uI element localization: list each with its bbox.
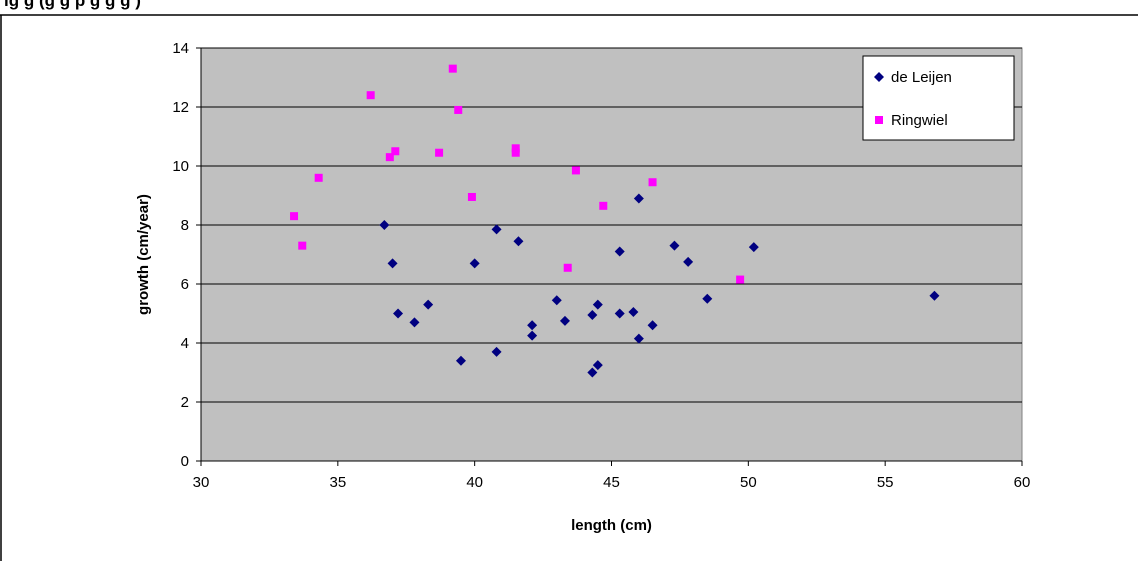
point-series-0-15 (587, 367, 598, 378)
point-series-0-4 (423, 299, 434, 310)
axes (196, 47, 1023, 466)
series-0 (379, 193, 940, 378)
point-series-0-5 (455, 355, 466, 366)
x-tick-label-55: 55 (877, 474, 894, 491)
point-series-0-24 (669, 240, 680, 251)
legend-box (862, 55, 1015, 141)
point-series-1-9 (467, 192, 476, 201)
point-series-1-3 (366, 91, 375, 100)
point-series-0-28 (929, 290, 940, 301)
point-series-1-4 (385, 153, 394, 162)
series-1 (290, 64, 745, 284)
point-series-0-9 (513, 236, 524, 247)
legend-marker-0 (874, 72, 884, 82)
point-series-0-21 (633, 193, 644, 204)
point-series-0-7 (491, 224, 502, 235)
y-tick-label-8: 8 (181, 217, 189, 234)
point-series-1-10 (511, 144, 520, 153)
point-series-0-17 (592, 360, 603, 371)
point-series-0-3 (409, 317, 420, 328)
y-tick-label-2: 2 (181, 394, 189, 411)
point-series-1-7 (448, 64, 457, 73)
legend-label-1: Ringwiel (891, 112, 948, 129)
point-series-1-16 (736, 275, 745, 284)
point-series-1-8 (454, 105, 463, 114)
point-series-0-22 (633, 333, 644, 344)
point-series-0-18 (614, 246, 625, 257)
point-series-0-26 (702, 293, 713, 304)
legend-marker-1 (875, 116, 883, 124)
x-axis-title: length (cm) (571, 517, 652, 534)
point-series-1-15 (648, 178, 657, 187)
point-series-1-14 (599, 201, 608, 210)
point-series-0-13 (559, 315, 570, 326)
y-axis-title: growth (cm/year) (135, 194, 152, 315)
point-series-0-23 (647, 320, 658, 331)
point-series-0-12 (551, 295, 562, 306)
tick-labels: 30 35 40 45 50 55 60 0 2 4 6 8 10 12 14 (172, 40, 1030, 491)
data-points (290, 64, 940, 378)
y-tick-label-0: 0 (181, 453, 189, 470)
point-series-0-25 (683, 256, 694, 267)
y-tick-label-10: 10 (172, 158, 189, 175)
point-series-0-19 (614, 308, 625, 319)
point-series-1-13 (571, 166, 580, 175)
legend: de Leijen Ringwiel (862, 55, 1015, 141)
x-tick-label-30: 30 (193, 474, 210, 491)
x-tick-label-60: 60 (1014, 474, 1031, 491)
point-series-0-1 (387, 258, 398, 269)
point-series-0-27 (748, 242, 759, 253)
gridlines (201, 47, 1022, 403)
point-series-1-12 (563, 263, 572, 272)
point-series-0-2 (393, 308, 404, 319)
point-series-0-16 (592, 299, 603, 310)
legend-label-0: de Leijen (891, 69, 952, 86)
y-tick-label-12: 12 (172, 99, 189, 116)
x-tick-label-45: 45 (603, 474, 620, 491)
point-series-0-0 (379, 220, 390, 230)
point-series-0-8 (491, 346, 502, 357)
x-tick-label-40: 40 (466, 474, 483, 491)
point-series-0-20 (628, 307, 639, 318)
y-tick-label-14: 14 (172, 40, 189, 57)
point-series-1-0 (290, 212, 299, 221)
point-series-1-6 (435, 148, 444, 157)
x-tick-label-35: 35 (329, 474, 346, 491)
chart-caption: ig g (g g p g g g ) (4, 0, 141, 10)
point-series-0-6 (469, 258, 480, 269)
y-tick-label-6: 6 (181, 276, 189, 293)
point-series-1-5 (391, 147, 400, 156)
point-series-0-11 (527, 330, 538, 341)
point-series-1-11 (511, 148, 520, 157)
point-series-1-2 (314, 173, 323, 182)
x-tick-label-50: 50 (740, 474, 757, 491)
point-series-0-10 (527, 320, 538, 331)
point-series-1-1 (298, 241, 307, 250)
point-series-0-14 (587, 309, 598, 320)
y-tick-label-4: 4 (181, 335, 189, 352)
